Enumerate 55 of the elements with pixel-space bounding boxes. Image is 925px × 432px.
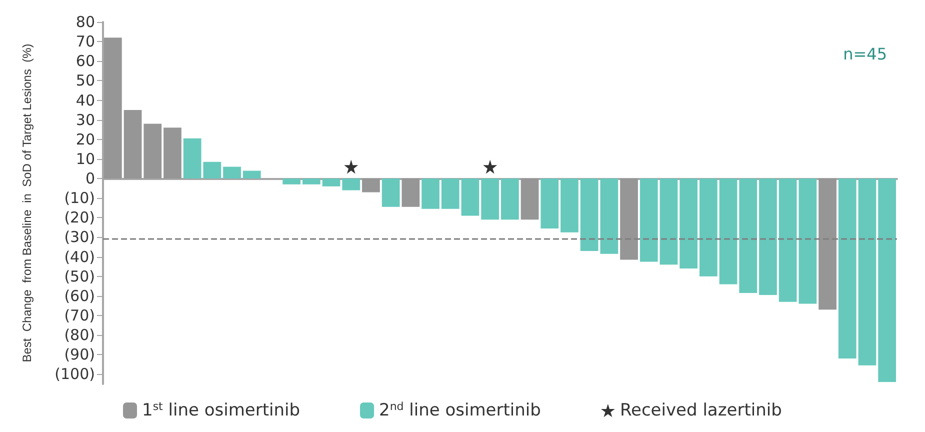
bar: [124, 110, 142, 179]
y-tick-label: (80): [64, 326, 95, 344]
bar: [838, 178, 856, 359]
bar: [302, 178, 320, 184]
bar: [461, 178, 480, 216]
y-tick-label: 10: [76, 150, 95, 168]
y-tick-label: (60): [64, 286, 95, 305]
y-tick-label: 80: [76, 13, 95, 31]
y-tick-label: (70): [64, 306, 95, 325]
bar: [422, 178, 440, 209]
bar: [481, 178, 500, 220]
bar: [699, 178, 718, 276]
y-tick-label: 40: [76, 91, 95, 110]
bar: [640, 178, 658, 262]
y-tick-label: (10): [64, 189, 95, 208]
bar: [858, 178, 876, 366]
bar: [362, 178, 380, 192]
bar: [402, 178, 420, 207]
annotation: n=45: [843, 44, 887, 64]
bar: [104, 38, 122, 179]
bar: [322, 178, 340, 186]
bar: [223, 166, 241, 179]
bar: [242, 170, 261, 179]
bar: [719, 178, 738, 284]
y-tick-label: (30): [64, 228, 95, 246]
y-tick-label: 20: [76, 130, 95, 148]
bar: [282, 178, 301, 184]
bar: [441, 178, 460, 209]
y-tick-label: (40): [64, 248, 95, 266]
bar: [520, 178, 539, 220]
bar: [660, 178, 678, 265]
bar: [540, 178, 559, 228]
bar: [500, 178, 519, 220]
y-tick-label: 0: [85, 170, 95, 188]
y-tick-label: 50: [76, 72, 95, 90]
y-tick-label: (90): [64, 346, 95, 364]
bar: [878, 178, 896, 382]
bar: [144, 124, 162, 179]
bar: [164, 128, 182, 179]
bar: [560, 178, 578, 232]
bar: [680, 178, 698, 269]
y-tick-label: (50): [64, 267, 95, 286]
bar: [759, 178, 777, 295]
bar: [620, 178, 638, 260]
bar: [382, 178, 400, 207]
bar: [818, 178, 836, 310]
bar: [739, 178, 758, 294]
y-tick-label: (20): [64, 208, 95, 227]
y-tick-label: 30: [76, 110, 95, 129]
y-tick-label: 60: [76, 52, 95, 70]
y-tick-label: 70: [76, 32, 95, 51]
y-tick-label: (100): [54, 365, 95, 384]
legend-label: Received lazertinib: [620, 400, 782, 420]
bar: [342, 178, 360, 190]
y-axis-title: Best Change from Baseline in SoD of Target Lesions (%): [20, 44, 34, 362]
